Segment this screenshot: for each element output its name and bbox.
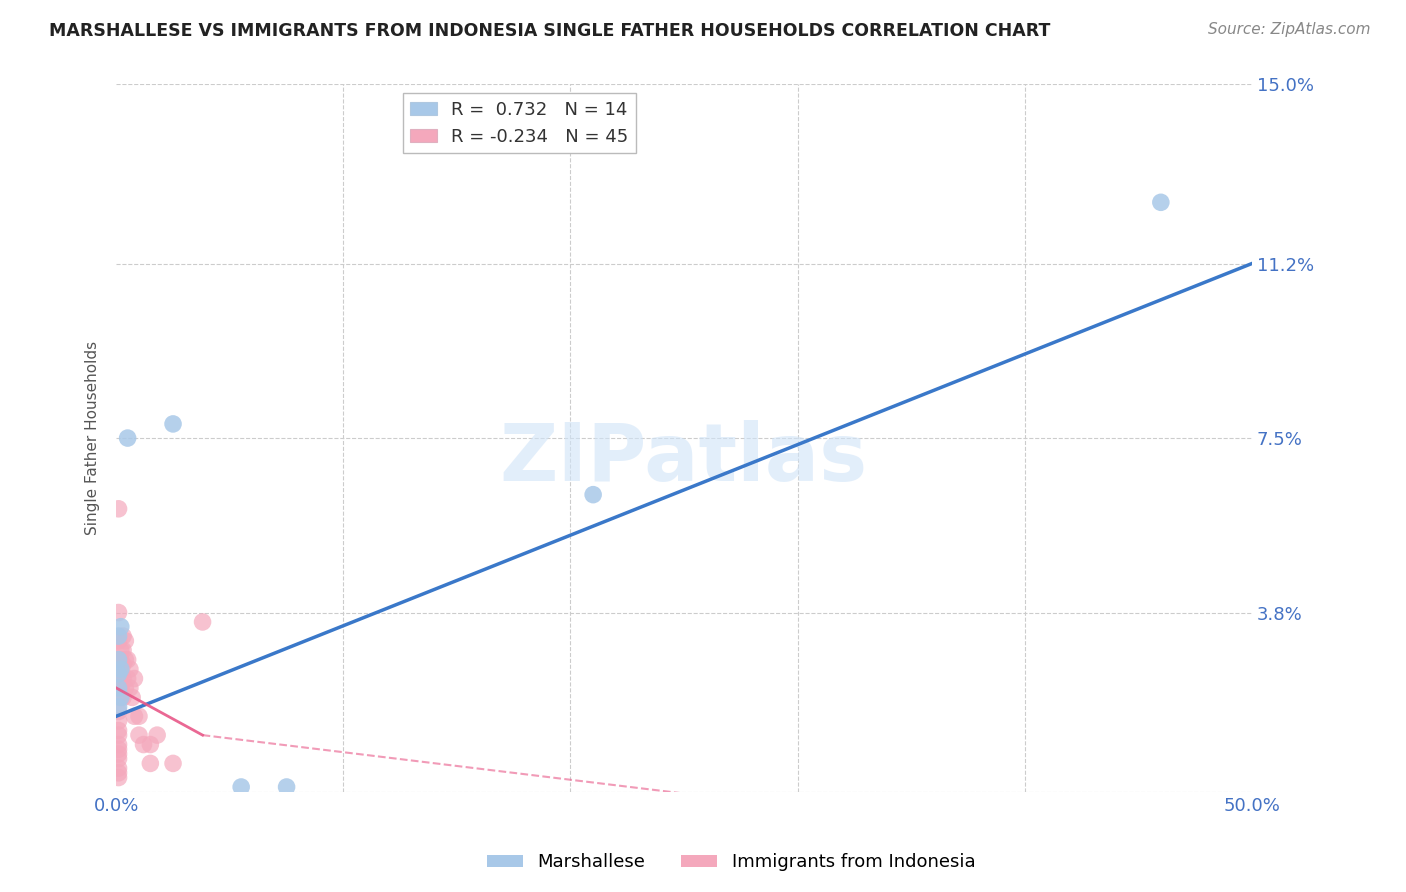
- Point: [118, 681, 141, 695]
- Point: [107, 723, 129, 738]
- Point: [121, 690, 143, 705]
- Point: [231, 780, 253, 794]
- Text: MARSHALLESE VS IMMIGRANTS FROM INDONESIA SINGLE FATHER HOUSEHOLDS CORRELATION CH: MARSHALLESE VS IMMIGRANTS FROM INDONESIA…: [49, 22, 1050, 40]
- Point: [128, 709, 150, 723]
- Point: [110, 653, 132, 667]
- Point: [107, 747, 129, 761]
- Point: [118, 662, 141, 676]
- Point: [112, 629, 135, 643]
- Point: [107, 501, 129, 516]
- Point: [112, 690, 135, 705]
- Point: [114, 681, 136, 695]
- Point: [117, 431, 139, 445]
- Point: [162, 417, 184, 431]
- Point: [139, 738, 162, 752]
- Point: [124, 672, 146, 686]
- Legend: Marshallese, Immigrants from Indonesia: Marshallese, Immigrants from Indonesia: [479, 847, 983, 879]
- Point: [107, 752, 129, 766]
- Point: [582, 488, 605, 502]
- Point: [107, 681, 129, 695]
- Point: [110, 620, 132, 634]
- Point: [107, 629, 129, 643]
- Point: [112, 657, 135, 672]
- Point: [107, 738, 129, 752]
- Point: [107, 653, 129, 667]
- Point: [114, 633, 136, 648]
- Point: [110, 666, 132, 681]
- Point: [110, 662, 132, 676]
- Point: [128, 728, 150, 742]
- Text: Source: ZipAtlas.com: Source: ZipAtlas.com: [1208, 22, 1371, 37]
- Point: [107, 705, 129, 719]
- Point: [107, 742, 129, 756]
- Y-axis label: Single Father Households: Single Father Households: [86, 341, 100, 535]
- Point: [107, 728, 129, 742]
- Point: [139, 756, 162, 771]
- Text: ZIPatlas: ZIPatlas: [501, 420, 868, 499]
- Point: [112, 672, 135, 686]
- Point: [107, 606, 129, 620]
- Point: [107, 761, 129, 775]
- Point: [110, 690, 132, 705]
- Point: [276, 780, 298, 794]
- Point: [1150, 195, 1173, 210]
- Point: [146, 728, 169, 742]
- Point: [117, 653, 139, 667]
- Point: [132, 738, 155, 752]
- Point: [110, 681, 132, 695]
- Point: [107, 699, 129, 714]
- Legend: R =  0.732   N = 14, R = -0.234   N = 45: R = 0.732 N = 14, R = -0.234 N = 45: [402, 94, 636, 153]
- Point: [107, 714, 129, 728]
- Point: [112, 643, 135, 657]
- Point: [162, 756, 184, 771]
- Point: [107, 771, 129, 785]
- Point: [110, 666, 132, 681]
- Point: [114, 653, 136, 667]
- Point: [191, 615, 214, 629]
- Point: [107, 765, 129, 780]
- Point: [107, 633, 129, 648]
- Point: [110, 681, 132, 695]
- Point: [110, 690, 132, 705]
- Point: [107, 666, 129, 681]
- Point: [117, 672, 139, 686]
- Point: [110, 643, 132, 657]
- Point: [124, 709, 146, 723]
- Point: [107, 653, 129, 667]
